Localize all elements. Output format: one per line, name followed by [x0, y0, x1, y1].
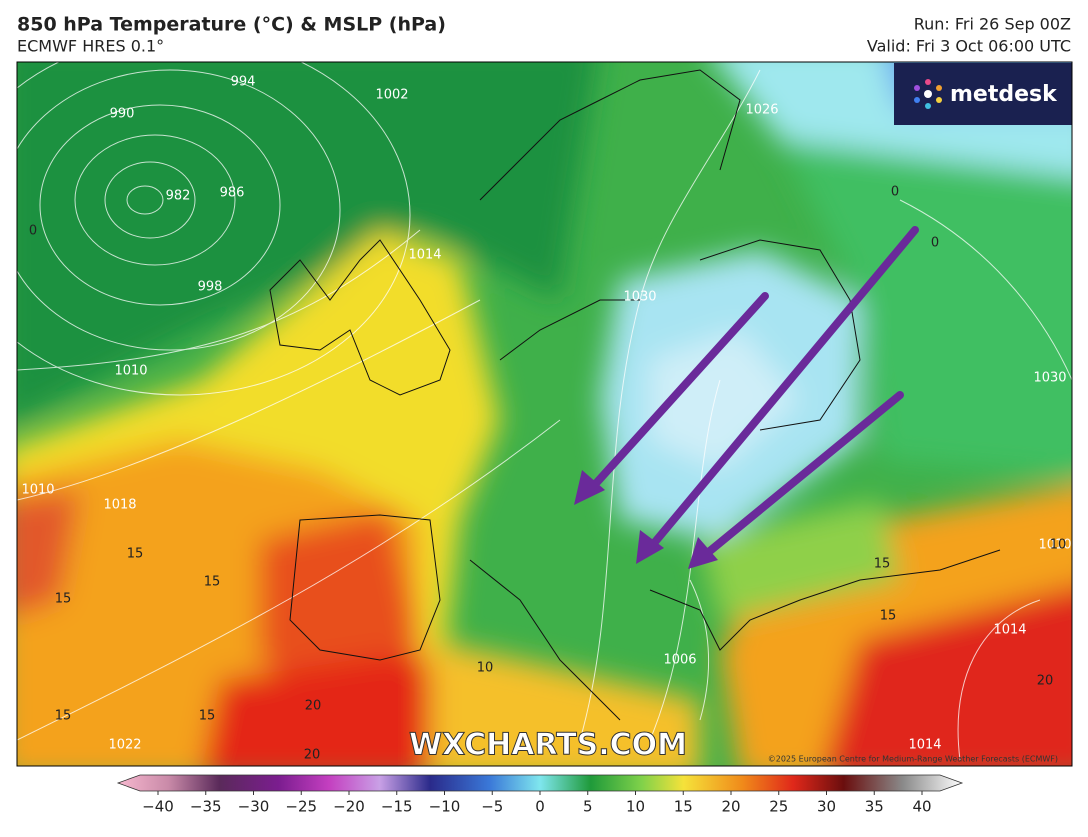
temperature-label: 10 [477, 661, 494, 676]
colorbar-tick-label: 30 [817, 798, 836, 816]
run-time: Run: Fri 26 Sep 00Z [914, 15, 1071, 34]
isobar-label: 990 [110, 107, 135, 122]
coastlines [269, 69, 1001, 721]
colorbar-tick-label: 35 [865, 798, 884, 816]
temperature-label: 15 [880, 609, 897, 624]
temperature-label: 0 [931, 236, 939, 251]
colorbar-tick-label: 15 [674, 798, 693, 816]
colorbar [116, 774, 964, 792]
isobar-label: 1030 [623, 290, 656, 305]
isobar-label: 1002 [375, 88, 408, 103]
colorbar-tick-label: −20 [333, 798, 365, 816]
colorbar-tick-label: 10 [626, 798, 645, 816]
temperature-label: 0 [29, 224, 37, 239]
temperature-label: 15 [199, 709, 216, 724]
logo-mark [914, 79, 942, 109]
valid-time: Valid: Fri 3 Oct 06:00 UTC [867, 37, 1071, 56]
isobar-label: 1014 [408, 248, 441, 263]
flow-arrows [574, 226, 919, 569]
isobar-label: 982 [166, 189, 191, 204]
isobar-label: 986 [220, 186, 245, 201]
colorbar-tick-label: 25 [769, 798, 788, 816]
isobar-label: 1010 [21, 483, 54, 498]
colorbar-tick-label: −5 [481, 798, 503, 816]
colorbar-ticks: −40 −35 −30 −25 −20 −15 −10 −5 0 5 10 15 20 25 30 35 40 [142, 791, 932, 816]
isobar-label: 998 [198, 280, 223, 295]
model: ECMWF HRES 0.1° [17, 37, 164, 56]
colorbar-tick-label: 20 [721, 798, 740, 816]
colorbar-tick-label: −15 [381, 798, 413, 816]
colorbar-tick-label: −10 [429, 798, 461, 816]
isobar-label: 1006 [663, 653, 696, 668]
isobars [17, 62, 1072, 761]
temperature-label: 20 [304, 748, 321, 763]
temperature-label: 15 [204, 575, 221, 590]
isobar-label: 1022 [108, 738, 141, 753]
isobar-label: 1010 [1038, 538, 1071, 553]
isobar-label: 994 [231, 75, 256, 90]
colorbar-tick-label: 40 [912, 798, 931, 816]
temperature-label: 20 [305, 699, 322, 714]
temperature-label: 15 [55, 592, 72, 607]
isobar-label: 1030 [1033, 371, 1066, 386]
isobar-label: 1018 [103, 498, 136, 513]
colorbar-tick-label: −25 [285, 798, 317, 816]
logo-box [894, 63, 1072, 125]
temperature-label: 20 [1037, 674, 1054, 689]
title: 850 hPa Temperature (°C) & MSLP (hPa) [17, 14, 446, 36]
temperature-label: 15 [874, 557, 891, 572]
colorbar-tick-label: 5 [583, 798, 593, 816]
colorbar-tick-label: 0 [535, 798, 545, 816]
colorbar-tick-label: −35 [190, 798, 222, 816]
temperature-label: 15 [127, 547, 144, 562]
watermark: WXCHARTS.COM [409, 728, 687, 763]
isobar-label: 1026 [745, 103, 778, 118]
logo-text: metdesk [950, 82, 1058, 107]
isobar-label: 1014 [993, 623, 1026, 638]
temperature-label: 15 [55, 709, 72, 724]
isobar-label: 1014 [908, 738, 941, 753]
map-frame [16, 61, 1073, 767]
colorbar-tick-label: −40 [142, 798, 174, 816]
isobar-label: 1010 [114, 364, 147, 379]
temperature-label: 10 [1050, 538, 1067, 553]
colorbar-tick-label: −30 [238, 798, 270, 816]
temperature-label: 0 [891, 185, 899, 200]
copyright: ©2025 European Centre for Medium-Range W… [768, 755, 1058, 764]
